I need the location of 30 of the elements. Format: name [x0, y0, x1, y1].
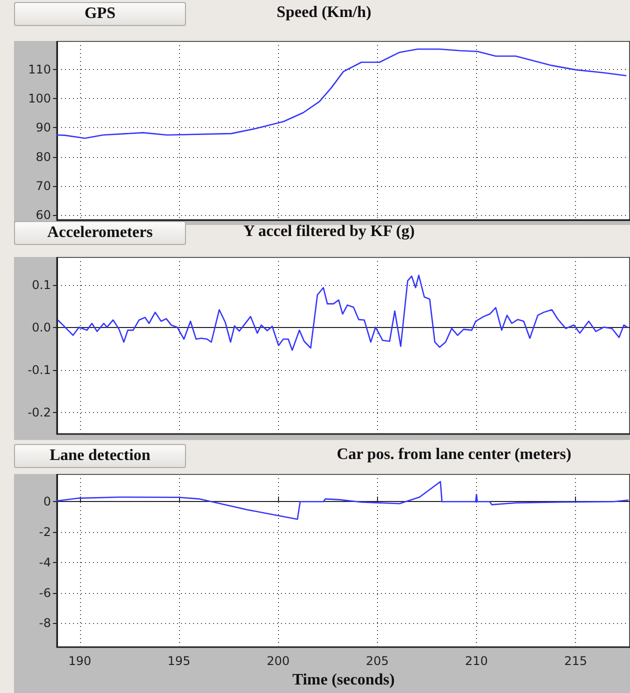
y-tick-label: -6: [39, 586, 51, 600]
text: GPS: [14, 2, 186, 26]
chart-title: Car pos. from lane center (meters): [336, 445, 572, 465]
y-tick-label: 90: [36, 120, 51, 135]
x-tick-label: 190: [68, 654, 92, 668]
y-tick-label: 80: [36, 150, 51, 164]
line-series: [56, 480, 629, 520]
y-tick-label: 0.0: [32, 320, 51, 335]
y-tick-label: -0.1: [28, 363, 51, 378]
text: Accelerometers: [14, 221, 186, 245]
y-tick-label: 100: [28, 92, 51, 106]
y-tick-label: -8: [39, 616, 51, 630]
chart-title: Speed (Km/h): [276, 3, 372, 23]
x-tick-label: 215: [564, 654, 588, 668]
y-tick-label: 70: [36, 178, 51, 193]
x-tick-label: 210: [465, 654, 488, 668]
x-tick-label: 195: [168, 654, 190, 668]
x-axis-title: Time (seconds): [292, 672, 395, 688]
x-tick-label: 205: [366, 654, 389, 668]
y-tick-label: 60: [36, 208, 51, 222]
y-tick-label: -2: [39, 525, 51, 540]
y-tick-label: 0: [43, 494, 51, 509]
x-tick-label: 200: [266, 654, 290, 668]
chart-title: Y accel filtered by KF (g): [243, 222, 415, 242]
y-tick-label: 110: [28, 62, 51, 77]
y-tick-label: -0.2: [28, 406, 51, 420]
text: Lane detection: [14, 444, 186, 468]
y-tick-label: -4: [39, 555, 51, 570]
y-tick-label: 0.1: [32, 278, 51, 292]
line-series: [56, 48, 626, 139]
